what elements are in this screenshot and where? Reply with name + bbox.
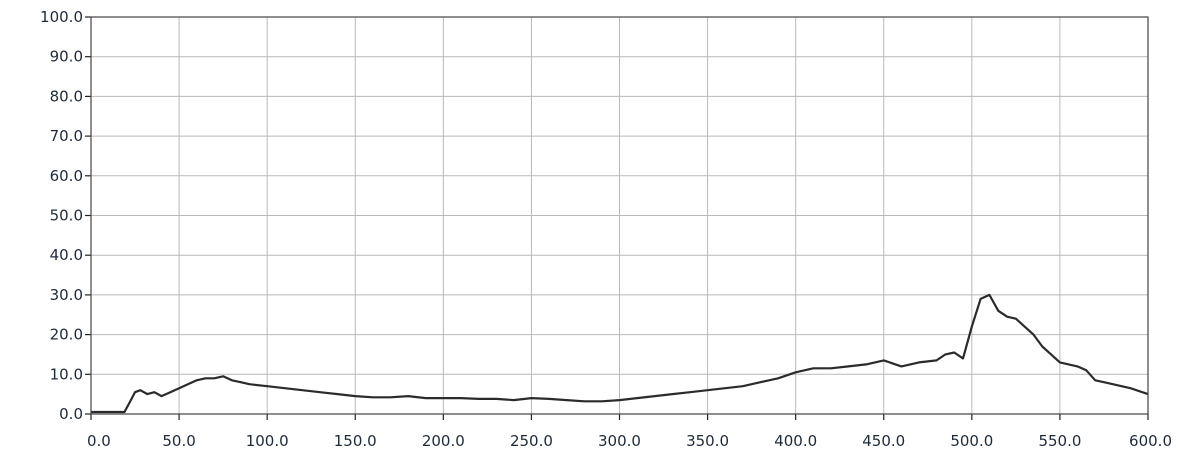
grid-lines (90, 16, 1149, 415)
x-tick-label: 550.0 (1038, 432, 1081, 450)
y-tick-label: 10.0 (50, 365, 83, 383)
y-tick-label: 80.0 (50, 87, 83, 105)
y-tick-label: 60.0 (50, 167, 83, 185)
series-line (91, 293, 1149, 414)
y-tick-label: 40.0 (50, 246, 83, 264)
series-layer (91, 293, 1149, 414)
plot-frame (90, 16, 1149, 415)
y-tick-label: 20.0 (50, 326, 83, 344)
y-tick-label: 0.0 (59, 405, 83, 423)
x-tick-label: 50.0 (162, 432, 195, 450)
x-tick-label: 200.0 (422, 432, 465, 450)
x-tick-label: 250.0 (510, 432, 553, 450)
x-tick-label: 400.0 (774, 432, 817, 450)
y-tick-label: 90.0 (50, 48, 83, 66)
x-tick-label: 300.0 (598, 432, 641, 450)
x-tick-label: 150.0 (334, 432, 377, 450)
x-tick-label: 600.0 (1129, 432, 1172, 450)
x-tick-label: 0.0 (87, 432, 111, 450)
x-tick-label: 100.0 (246, 432, 289, 450)
y-tick-label: 70.0 (50, 127, 83, 145)
y-tick-label: 30.0 (50, 286, 83, 304)
tick-labels: 0.0 50.0 100.0 150.0 200.0 250.0 300.0 350.0 400… (40, 8, 1172, 450)
x-tick-label: 350.0 (686, 432, 729, 450)
axis-ticks (85, 16, 1149, 420)
y-tick-label: 50.0 (50, 207, 83, 225)
x-tick-label: 500.0 (950, 432, 993, 450)
y-tick-label: 100.0 (40, 8, 83, 26)
x-tick-label: 450.0 (862, 432, 905, 450)
